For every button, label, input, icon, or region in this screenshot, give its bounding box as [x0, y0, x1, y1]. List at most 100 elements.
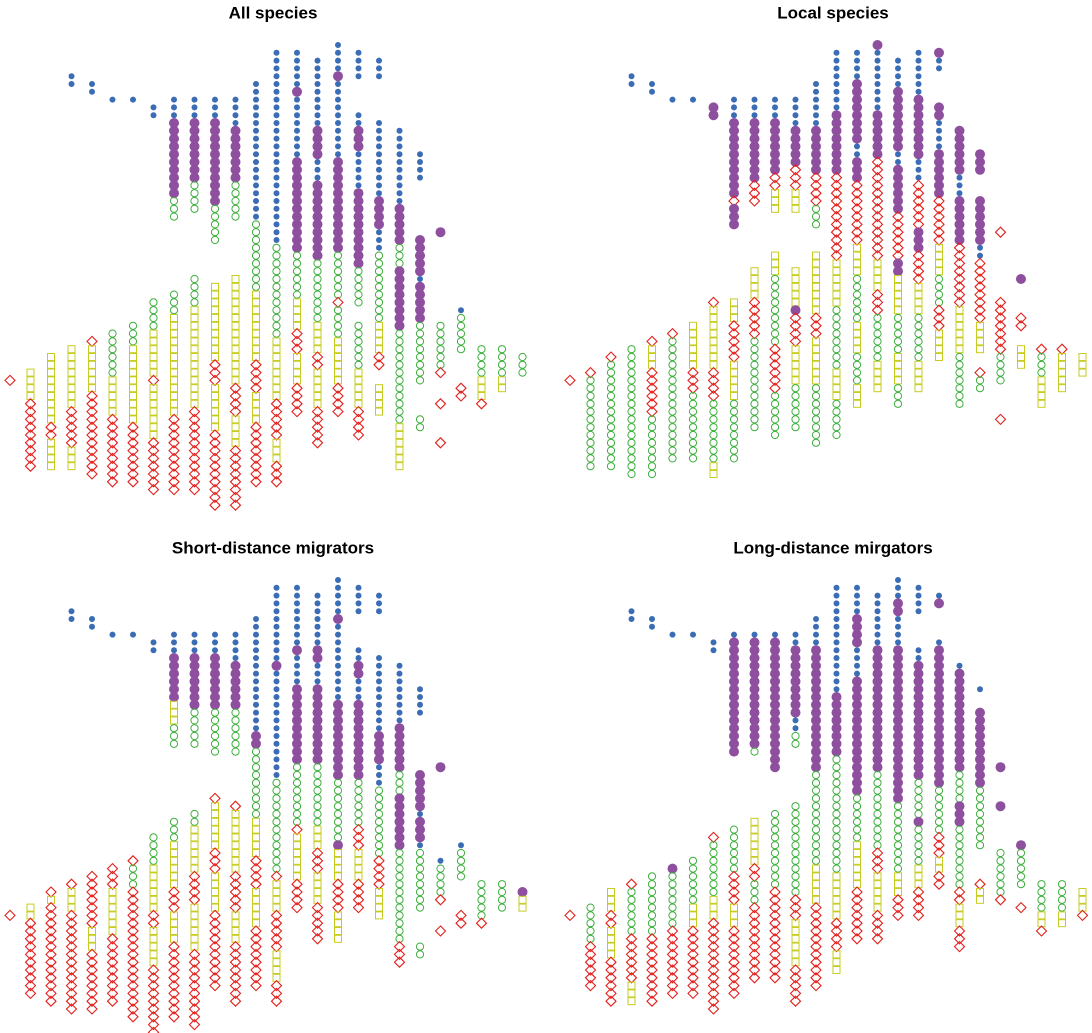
green-circle [436, 880, 445, 889]
green-circle [606, 423, 616, 432]
red-diamond [666, 948, 679, 961]
local-dot [253, 120, 259, 126]
green-circle [436, 360, 445, 369]
purple-dot [169, 180, 179, 191]
yellow-square [832, 290, 841, 299]
yellow-square [88, 345, 96, 354]
purple-dot [251, 731, 261, 741]
green-circle [955, 841, 964, 850]
green-circle [914, 833, 923, 842]
green-circle [292, 763, 302, 772]
red-diamond [455, 909, 467, 922]
red-diamond [168, 972, 180, 984]
red-diamond [188, 964, 201, 976]
purple-dot [954, 801, 965, 812]
green-circle [996, 887, 1005, 897]
purple-dot [893, 715, 903, 726]
green-circle [436, 321, 445, 330]
green-circle [791, 391, 800, 401]
local-dot [833, 686, 840, 693]
red-diamond [974, 296, 986, 309]
red-diamond [45, 933, 57, 945]
purple-dot [975, 211, 985, 222]
green-circle [627, 438, 636, 447]
purple-dot [934, 746, 944, 757]
local-dot [915, 608, 922, 615]
green-circle [627, 399, 636, 408]
green-circle [627, 895, 636, 904]
red-diamond [769, 964, 781, 976]
purple-dot [394, 297, 405, 308]
red-diamond [188, 979, 201, 992]
yellow-square [293, 856, 301, 865]
green-circle [436, 864, 445, 873]
local-dot [314, 600, 321, 607]
local-dot [335, 639, 341, 646]
yellow-square [211, 392, 219, 400]
green-circle [729, 399, 739, 408]
yellow-square [812, 345, 820, 354]
green-circle [333, 794, 343, 803]
yellow-square [67, 462, 76, 471]
red-diamond [810, 320, 822, 332]
red-diamond [707, 296, 720, 309]
red-diamond [584, 956, 597, 968]
yellow-square [149, 415, 158, 424]
red-diamond [291, 878, 303, 890]
green-circle [606, 391, 616, 401]
red-diamond [188, 444, 201, 457]
yellow-square [149, 399, 158, 408]
green-circle [873, 770, 882, 780]
yellow-square [853, 864, 861, 873]
green-circle [477, 360, 486, 369]
local-dot [895, 81, 901, 87]
red-diamond [24, 421, 37, 433]
green-circle [149, 298, 158, 307]
green-circle [832, 430, 841, 440]
local-dot [335, 600, 341, 607]
red-diamond [209, 847, 221, 859]
green-circle [955, 360, 964, 369]
green-circle [770, 415, 780, 424]
green-circle [436, 872, 445, 881]
yellow-square [607, 934, 615, 943]
local-dot [355, 608, 362, 615]
purple-dot [934, 102, 944, 113]
local-dot [273, 182, 280, 189]
green-circle [128, 321, 138, 330]
purple-dot [790, 676, 801, 687]
green-circle [477, 911, 486, 920]
local-dot [314, 88, 321, 95]
yellow-square [791, 353, 800, 361]
yellow-square [170, 376, 178, 385]
red-diamond [65, 972, 78, 984]
yellow-square [832, 259, 841, 268]
red-diamond [250, 972, 262, 984]
purple-dot [210, 118, 220, 128]
green-circle [333, 259, 343, 268]
purple-dot [333, 71, 343, 82]
green-circle [914, 352, 923, 362]
yellow-square [894, 290, 902, 299]
local-dot [273, 584, 280, 591]
green-circle [354, 337, 363, 346]
red-diamond [188, 413, 201, 426]
local-dot [89, 616, 95, 622]
yellow-square [873, 888, 882, 896]
red-diamond [789, 164, 802, 176]
yellow-square [211, 872, 219, 881]
yellow-square [108, 888, 117, 896]
yellow-square [67, 384, 76, 393]
red-diamond [147, 995, 160, 1007]
local-dot [150, 639, 157, 646]
green-circle [668, 911, 677, 920]
red-diamond [86, 468, 98, 480]
local-dot [294, 662, 300, 669]
yellow-square [67, 446, 76, 455]
green-circle [668, 880, 677, 889]
red-diamond [810, 948, 822, 961]
purple-dot [934, 157, 944, 167]
purple-dot [934, 188, 944, 199]
purple-dot [975, 707, 985, 718]
green-circle [647, 462, 657, 471]
